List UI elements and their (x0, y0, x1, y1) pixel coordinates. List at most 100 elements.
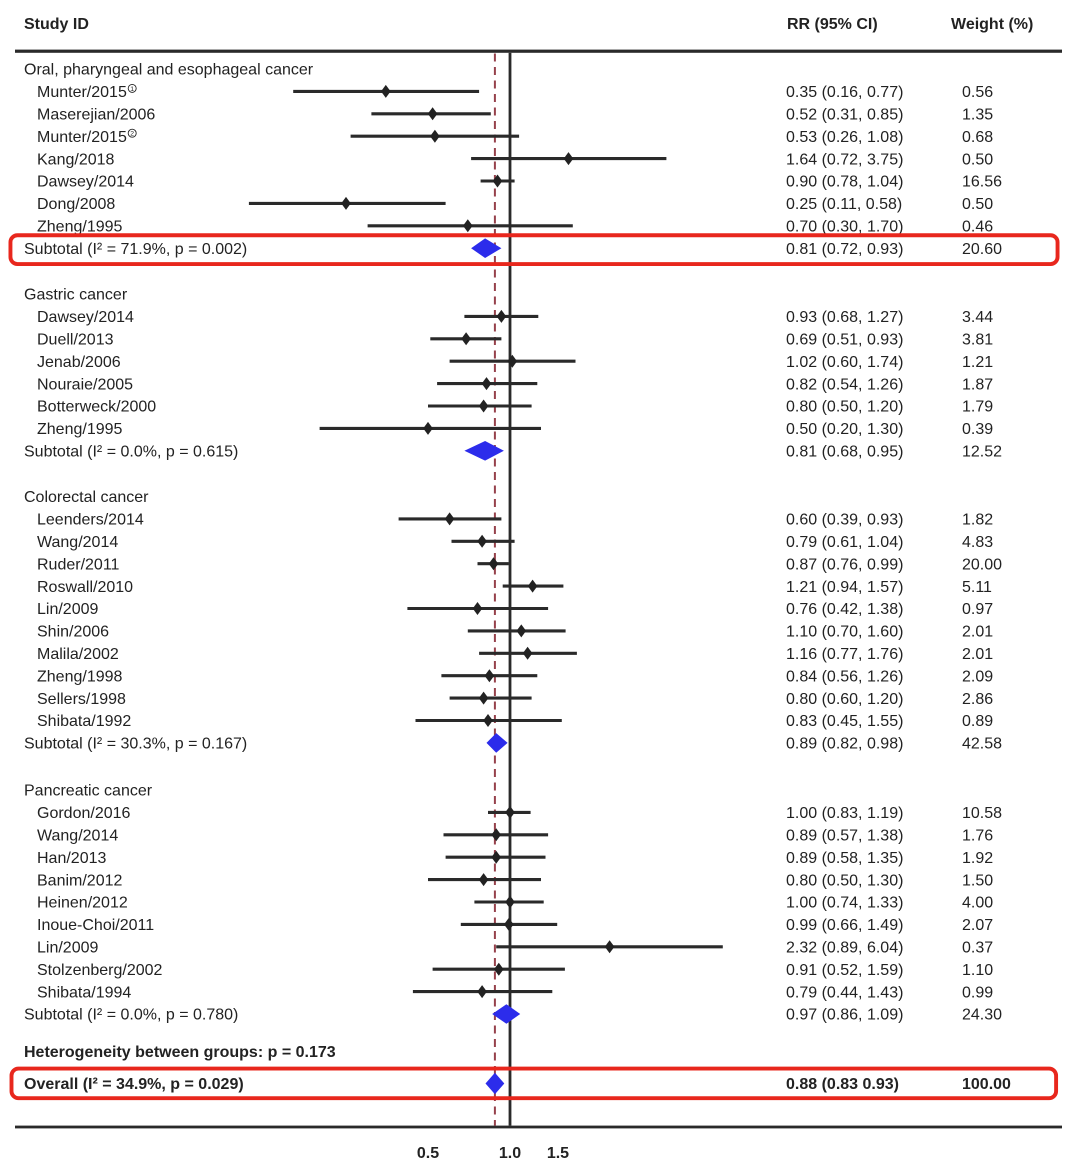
svg-text:Botterweck/2000: Botterweck/2000 (37, 399, 156, 416)
svg-text:20.00: 20.00 (962, 556, 1002, 573)
svg-text:Heinen/2012: Heinen/2012 (37, 895, 128, 912)
svg-text:1.00 (0.83, 1.19): 1.00 (0.83, 1.19) (786, 805, 903, 822)
svg-text:Shibata/1994: Shibata/1994 (37, 984, 131, 1001)
svg-text:Subtotal (I² = 0.0%, p = 0.615: Subtotal (I² = 0.0%, p = 0.615) (24, 444, 238, 461)
svg-text:1.21 (0.94, 1.57): 1.21 (0.94, 1.57) (786, 579, 903, 596)
svg-text:RR (95% CI): RR (95% CI) (787, 16, 878, 33)
svg-text:16.56: 16.56 (962, 174, 1002, 191)
svg-text:Kang/2018: Kang/2018 (37, 151, 115, 168)
svg-text:1.50: 1.50 (962, 872, 993, 889)
svg-text:0.50 (0.20, 1.30): 0.50 (0.20, 1.30) (786, 421, 903, 438)
svg-text:1.35: 1.35 (962, 107, 993, 124)
svg-text:Subtotal (I² = 0.0%, p = 0.780: Subtotal (I² = 0.0%, p = 0.780) (24, 1007, 238, 1024)
svg-text:0.60 (0.39, 0.93): 0.60 (0.39, 0.93) (786, 512, 903, 529)
svg-text:20.60: 20.60 (962, 241, 1002, 258)
svg-text:0.89 (0.58, 1.35): 0.89 (0.58, 1.35) (786, 850, 903, 867)
svg-text:Inoue-Choi/2011: Inoue-Choi/2011 (37, 917, 154, 934)
svg-text:0.76 (0.42, 1.38): 0.76 (0.42, 1.38) (786, 601, 903, 618)
svg-text:Lin/2009: Lin/2009 (37, 601, 98, 618)
svg-text:1.00 (0.74, 1.33): 1.00 (0.74, 1.33) (786, 895, 903, 912)
svg-text:100.00: 100.00 (962, 1076, 1011, 1093)
svg-text:0.50: 0.50 (962, 151, 993, 168)
svg-text:1.5: 1.5 (547, 1145, 569, 1162)
svg-text:2.07: 2.07 (962, 917, 993, 934)
svg-text:Dawsey/2014: Dawsey/2014 (37, 309, 134, 326)
svg-text:Stolzenberg/2002: Stolzenberg/2002 (37, 962, 163, 979)
svg-text:Zheng/1995: Zheng/1995 (37, 421, 123, 438)
svg-text:Gastric cancer: Gastric cancer (24, 287, 128, 304)
svg-text:1.0: 1.0 (499, 1145, 521, 1162)
svg-text:Weight (%): Weight (%) (951, 16, 1033, 33)
svg-text:Dong/2008: Dong/2008 (37, 196, 115, 213)
svg-text:0.93 (0.68, 1.27): 0.93 (0.68, 1.27) (786, 309, 903, 326)
svg-text:0.53 (0.26, 1.08): 0.53 (0.26, 1.08) (786, 129, 903, 146)
svg-text:Nouraie/2005: Nouraie/2005 (37, 376, 133, 393)
svg-text:Wang/2014: Wang/2014 (37, 534, 118, 551)
svg-text:3.44: 3.44 (962, 309, 993, 326)
svg-text:0.25 (0.11, 0.58): 0.25 (0.11, 0.58) (786, 196, 902, 213)
svg-text:1: 1 (130, 86, 134, 93)
svg-text:Pancreatic cancer: Pancreatic cancer (24, 783, 153, 800)
svg-text:Lin/2009: Lin/2009 (37, 940, 98, 957)
svg-text:0.79 (0.44, 1.43): 0.79 (0.44, 1.43) (786, 984, 903, 1001)
svg-text:Ruder/2011: Ruder/2011 (37, 556, 120, 573)
svg-text:2.01: 2.01 (962, 646, 993, 663)
svg-text:0.97 (0.86, 1.09): 0.97 (0.86, 1.09) (786, 1007, 903, 1024)
svg-text:Heterogeneity between groups:: Heterogeneity between groups: p = 0.173 (24, 1044, 336, 1061)
svg-text:Gordon/2016: Gordon/2016 (37, 805, 131, 822)
svg-text:Subtotal (I² = 30.3%, p = 0.16: Subtotal (I² = 30.3%, p = 0.167) (24, 736, 247, 753)
svg-text:1.64 (0.72, 3.75): 1.64 (0.72, 3.75) (786, 151, 903, 168)
svg-text:1.16 (0.77, 1.76): 1.16 (0.77, 1.76) (786, 646, 903, 663)
svg-text:0.82 (0.54, 1.26): 0.82 (0.54, 1.26) (786, 376, 903, 393)
svg-text:Han/2013: Han/2013 (37, 850, 106, 867)
svg-text:0.81 (0.68, 0.95): 0.81 (0.68, 0.95) (786, 444, 903, 461)
svg-text:3.81: 3.81 (962, 332, 993, 349)
svg-text:1.21: 1.21 (962, 354, 993, 371)
svg-text:0.37: 0.37 (962, 940, 993, 957)
svg-text:Maserejian/2006: Maserejian/2006 (37, 107, 155, 124)
svg-text:Dawsey/2014: Dawsey/2014 (37, 174, 134, 191)
svg-text:0.91 (0.52, 1.59): 0.91 (0.52, 1.59) (786, 962, 903, 979)
svg-text:0.50: 0.50 (962, 196, 993, 213)
svg-text:0.89 (0.82, 0.98): 0.89 (0.82, 0.98) (786, 736, 903, 753)
svg-text:4.00: 4.00 (962, 895, 993, 912)
svg-text:1.87: 1.87 (962, 376, 993, 393)
svg-text:10.58: 10.58 (962, 805, 1002, 822)
svg-text:2.32 (0.89, 6.04): 2.32 (0.89, 6.04) (786, 940, 903, 957)
svg-text:0.39: 0.39 (962, 421, 993, 438)
svg-text:1.02 (0.60, 1.74): 1.02 (0.60, 1.74) (786, 354, 903, 371)
svg-text:0.80 (0.50, 1.20): 0.80 (0.50, 1.20) (786, 399, 903, 416)
svg-text:0.87 (0.76, 0.99): 0.87 (0.76, 0.99) (786, 556, 903, 573)
svg-text:1.79: 1.79 (962, 399, 993, 416)
svg-text:0.56: 0.56 (962, 84, 993, 101)
svg-text:0.99 (0.66, 1.49): 0.99 (0.66, 1.49) (786, 917, 903, 934)
svg-text:Zheng/1998: Zheng/1998 (37, 668, 123, 685)
svg-text:Zheng/1995: Zheng/1995 (37, 219, 123, 236)
svg-text:0.35 (0.16, 0.77): 0.35 (0.16, 0.77) (786, 84, 903, 101)
svg-text:2.01: 2.01 (962, 624, 993, 641)
svg-text:0.5: 0.5 (417, 1145, 439, 1162)
svg-text:0.69 (0.51, 0.93): 0.69 (0.51, 0.93) (786, 332, 903, 349)
svg-text:Malila/2002: Malila/2002 (37, 646, 119, 663)
svg-text:0.97: 0.97 (962, 601, 993, 618)
svg-text:0.52 (0.31, 0.85): 0.52 (0.31, 0.85) (786, 107, 903, 124)
svg-text:5.11: 5.11 (962, 579, 992, 596)
svg-text:0.81 (0.72, 0.93): 0.81 (0.72, 0.93) (786, 241, 903, 258)
svg-text:Wang/2014: Wang/2014 (37, 828, 118, 845)
svg-text:Oral, pharyngeal and esophagea: Oral, pharyngeal and esophageal cancer (24, 62, 314, 79)
svg-text:Overall (I² = 34.9%, p = 0.029: Overall (I² = 34.9%, p = 0.029) (24, 1076, 244, 1093)
svg-text:Study ID: Study ID (24, 16, 89, 33)
svg-text:12.52: 12.52 (962, 444, 1002, 461)
svg-text:Shibata/1992: Shibata/1992 (37, 713, 131, 730)
svg-text:Duell/2013: Duell/2013 (37, 332, 114, 349)
svg-text:Jenab/2006: Jenab/2006 (37, 354, 121, 371)
svg-text:0.89: 0.89 (962, 713, 993, 730)
svg-text:Sellers/1998: Sellers/1998 (37, 691, 126, 708)
svg-text:Shin/2006: Shin/2006 (37, 624, 109, 641)
svg-text:0.83 (0.45, 1.55): 0.83 (0.45, 1.55) (786, 713, 903, 730)
svg-text:1.76: 1.76 (962, 828, 993, 845)
svg-text:1.92: 1.92 (962, 850, 993, 867)
svg-text:Munter/2015: Munter/2015 (37, 129, 131, 146)
svg-text:0.90 (0.78, 1.04): 0.90 (0.78, 1.04) (786, 174, 903, 191)
svg-text:0.79 (0.61, 1.04): 0.79 (0.61, 1.04) (786, 534, 903, 551)
